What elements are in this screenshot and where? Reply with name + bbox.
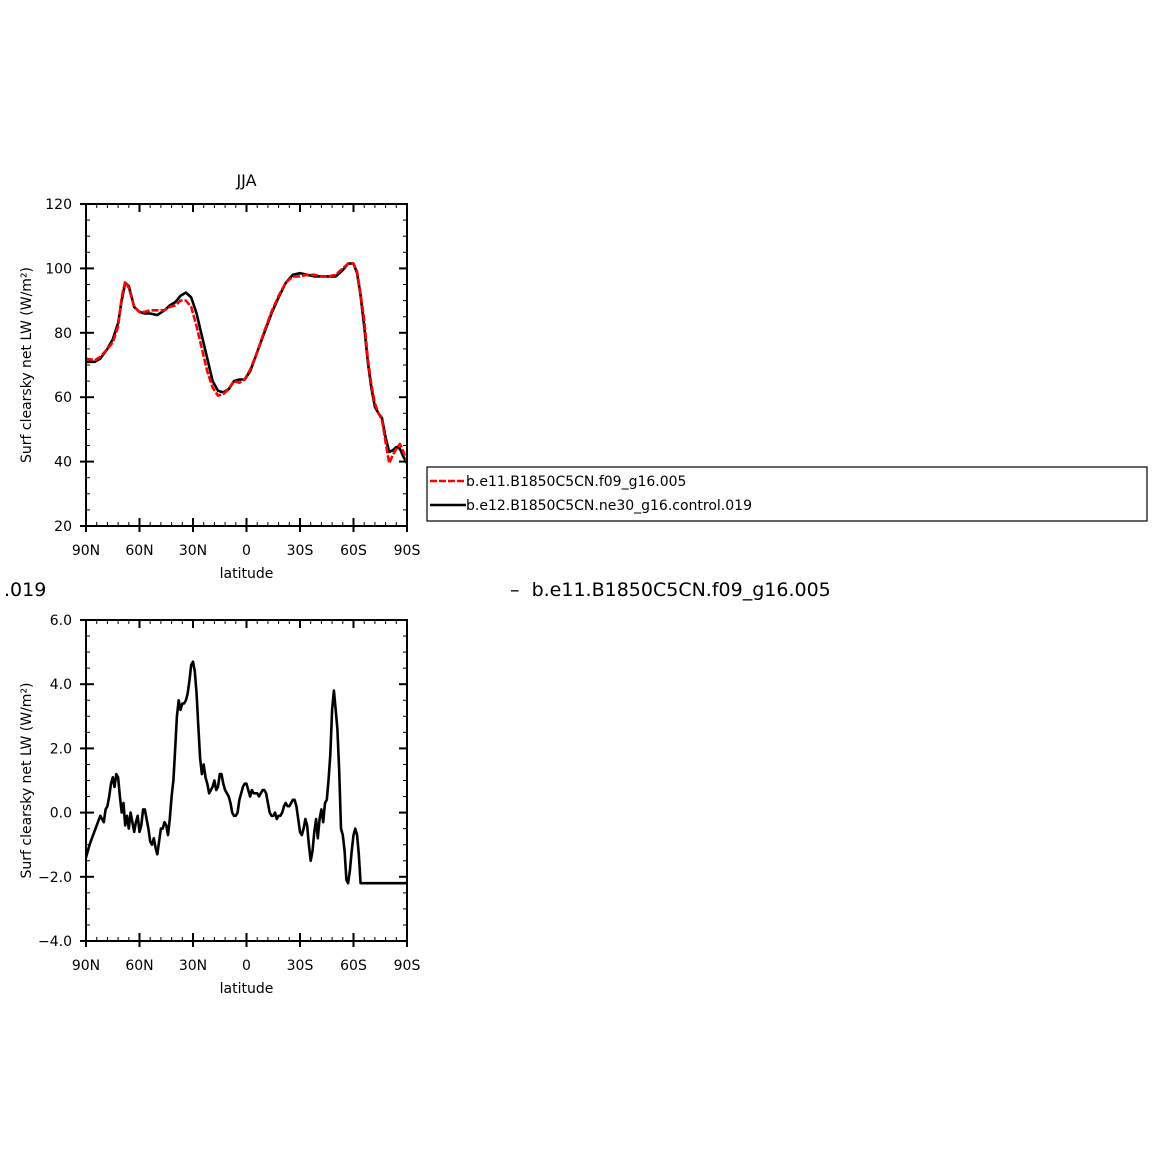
y-tick-label: 0.0 bbox=[50, 806, 72, 822]
x-tick-label: 60S bbox=[340, 958, 367, 974]
y-axis-label: Surf clearsky net LW (W/m²) bbox=[19, 267, 35, 463]
y-tick-label: 6.0 bbox=[50, 613, 72, 629]
x-tick-label: 30N bbox=[179, 958, 207, 974]
x-axis-label: latitude bbox=[220, 566, 274, 582]
y-tick-label: 2.0 bbox=[50, 741, 72, 757]
series-line-1 bbox=[86, 660, 407, 885]
legend-entry-2: b.e12.B1850C5CN.ne30_g16.control.019 bbox=[466, 498, 752, 514]
legend-box bbox=[426, 466, 1148, 522]
x-tick-label: 30S bbox=[287, 543, 314, 559]
x-tick-label: 90S bbox=[394, 958, 421, 974]
legend-entry-1: b.e11.B1850C5CN.f09_g16.005 bbox=[466, 474, 686, 490]
y-tick-label: 20 bbox=[54, 519, 72, 535]
y-tick-label: 80 bbox=[54, 326, 72, 342]
plot-frame bbox=[85, 619, 408, 942]
y-tick-label: −4.0 bbox=[38, 934, 72, 950]
x-tick-label: 0 bbox=[242, 543, 251, 559]
x-tick-label: 90N bbox=[72, 543, 100, 559]
x-tick-label: 90N bbox=[72, 958, 100, 974]
x-tick-label: 60S bbox=[340, 543, 367, 559]
x-tick-label: 0 bbox=[242, 958, 251, 974]
y-tick-label: 4.0 bbox=[50, 677, 72, 693]
x-axis-label: latitude bbox=[220, 981, 274, 997]
y-axis-label: Surf clearsky net LW (W/m²) bbox=[19, 682, 35, 878]
x-tick-label: 60N bbox=[125, 958, 153, 974]
x-tick-label: 60N bbox=[125, 543, 153, 559]
figure-left-fragment: .019 bbox=[4, 579, 47, 601]
series-line-2 bbox=[86, 262, 407, 464]
x-tick-label: 30N bbox=[179, 543, 207, 559]
y-tick-label: −2.0 bbox=[38, 870, 72, 886]
y-tick-label: 120 bbox=[45, 197, 72, 213]
y-tick-label: 40 bbox=[54, 455, 72, 471]
y-tick-label: 60 bbox=[54, 390, 72, 406]
figure-right-fragment: – b.e11.B1850C5CN.f09_g16.005 bbox=[510, 579, 831, 601]
plot-frame bbox=[85, 203, 408, 527]
x-tick-label: 90S bbox=[394, 543, 421, 559]
legend: b.e11.B1850C5CN.f09_g16.005 b.e12.B1850C5… bbox=[426, 466, 1148, 522]
chart-title: JJA bbox=[235, 171, 256, 190]
chart-1: 20 40 60 80 100 120 90N 60N 30N 0 30S 60S 90S JJA lati… bbox=[19, 171, 1148, 582]
y-tick-label: 100 bbox=[45, 261, 72, 277]
x-tick-label: 30S bbox=[287, 958, 314, 974]
chart-2: −4.0 −2.0 0.0 2.0 4.0 6.0 90N 60N 30N 0 30S 60S 90S l… bbox=[19, 613, 420, 997]
series-line-1 bbox=[86, 262, 407, 465]
